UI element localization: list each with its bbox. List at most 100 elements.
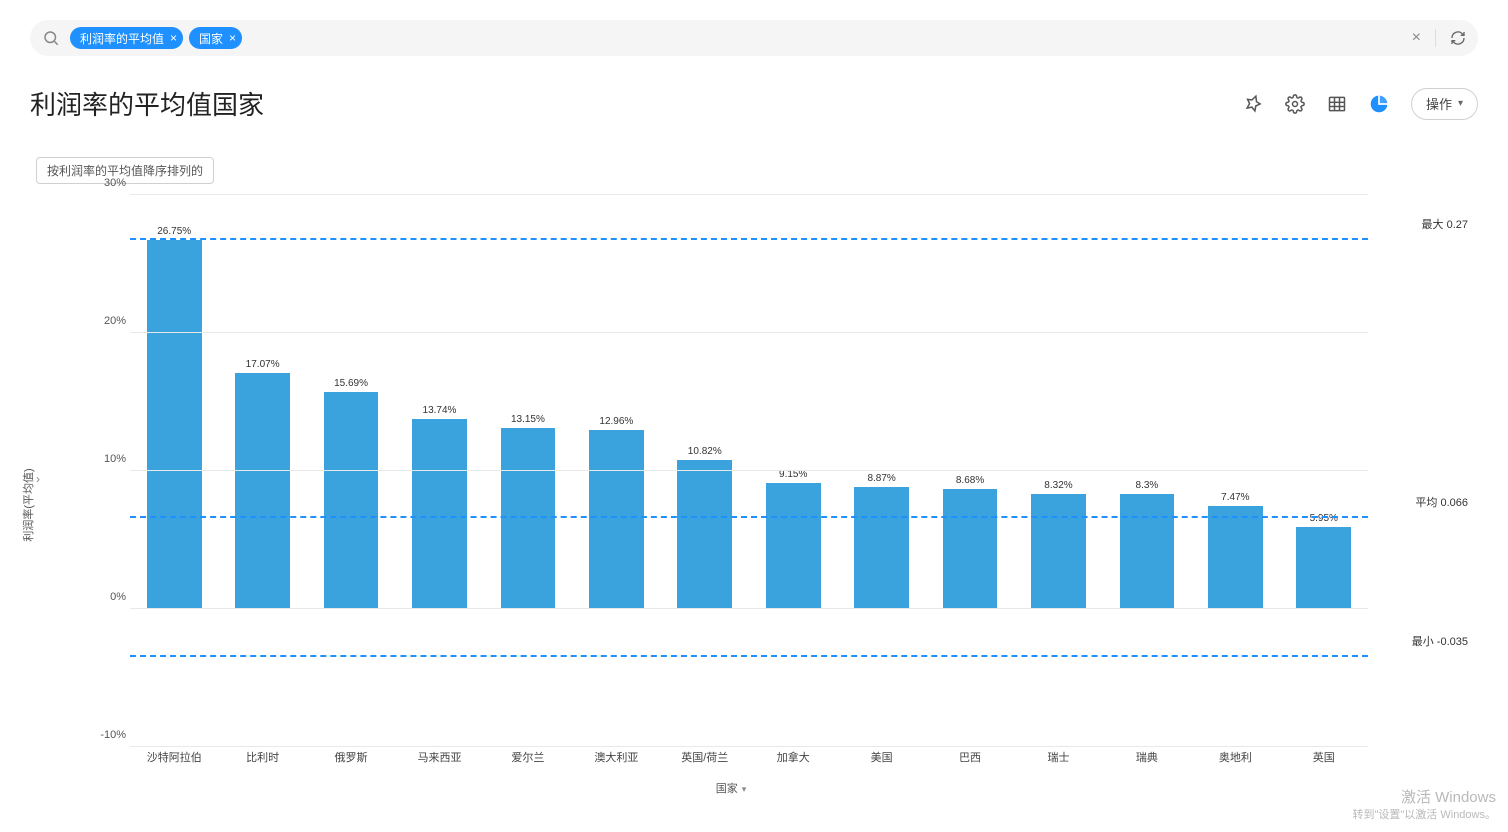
refresh-icon[interactable]	[1450, 30, 1466, 46]
search-pill[interactable]: 国家 ×	[189, 27, 242, 49]
chevron-down-icon: ▾	[1458, 98, 1463, 109]
chart-type-icon[interactable]	[1369, 94, 1389, 114]
y-tick-label: 30%	[100, 177, 126, 189]
x-tick-label: 英国	[1313, 749, 1335, 765]
x-tick-label: 马来西亚	[417, 749, 461, 765]
y-tick-label: -10%	[100, 729, 126, 741]
y-tick-label: 10%	[100, 453, 126, 465]
x-axis-label: 国家	[716, 783, 738, 795]
gridline	[130, 470, 1368, 471]
search-pill-label: 国家	[199, 30, 223, 47]
pill-remove-icon[interactable]: ×	[170, 31, 177, 45]
reference-line-label: 最大 0.27	[1422, 216, 1468, 232]
reference-line	[130, 516, 1368, 518]
bar-slot: 12.96%澳大利亚	[572, 195, 660, 747]
pill-remove-icon[interactable]: ×	[229, 31, 236, 45]
clear-search-icon[interactable]: ×	[1412, 29, 1421, 47]
bar-slot: 17.07%比利时	[218, 195, 306, 747]
bar[interactable]	[1031, 494, 1086, 609]
bar-value-label: 13.74%	[423, 405, 457, 416]
x-tick-label: 比利时	[246, 749, 279, 765]
bar-value-label: 8.68%	[956, 475, 984, 486]
divider	[1435, 29, 1436, 47]
gridline	[130, 608, 1368, 609]
x-tick-label: 美国	[871, 749, 893, 765]
gridline	[130, 746, 1368, 747]
bar[interactable]	[677, 460, 732, 609]
gridline	[130, 332, 1368, 333]
y-axis-label: 利润率(平均值)	[20, 468, 36, 541]
x-tick-label: 俄罗斯	[335, 749, 368, 765]
search-pills: 利润率的平均值 × 国家 ×	[70, 27, 248, 49]
actions-button[interactable]: 操作 ▾	[1411, 88, 1478, 120]
bar[interactable]	[854, 487, 909, 609]
search-pill-label: 利润率的平均值	[80, 30, 164, 47]
pin-icon[interactable]	[1243, 94, 1263, 114]
reference-line-label: 平均 0.066	[1415, 494, 1468, 510]
reference-line	[130, 655, 1368, 657]
gridline	[130, 194, 1368, 195]
bar-slot: 10.82%英国/荷兰	[661, 195, 749, 747]
bar[interactable]	[766, 483, 821, 609]
bar[interactable]	[324, 392, 379, 609]
bar-value-label: 26.75%	[157, 226, 191, 237]
search-bar-right: ×	[1412, 29, 1466, 47]
reference-line-label: 最小 -0.035	[1412, 633, 1468, 649]
bar[interactable]	[147, 240, 202, 609]
bar-value-label: 13.15%	[511, 414, 545, 425]
bar-slot: 15.69%俄罗斯	[307, 195, 395, 747]
bar-value-label: 10.82%	[688, 446, 722, 457]
bar-slot: 8.3%瑞典	[1103, 195, 1191, 747]
x-tick-label: 瑞典	[1136, 749, 1158, 765]
bar-slot: 13.74%马来西亚	[395, 195, 483, 747]
x-tick-label: 巴西	[959, 749, 981, 765]
search-bar[interactable]: 利润率的平均值 × 国家 × ×	[30, 20, 1478, 56]
bars-layer: 26.75%沙特阿拉伯17.07%比利时15.69%俄罗斯13.74%马来西亚1…	[130, 195, 1368, 747]
expand-chevron-icon[interactable]: ›	[36, 472, 40, 486]
bar-value-label: 8.3%	[1136, 480, 1159, 491]
bar-slot: 7.47%奥地利	[1191, 195, 1279, 747]
bar-value-label: 8.32%	[1044, 480, 1072, 491]
x-tick-label: 澳大利亚	[594, 749, 638, 765]
x-tick-label: 爱尔兰	[511, 749, 544, 765]
x-tick-label: 奥地利	[1219, 749, 1252, 765]
bar-slot: 8.68%巴西	[926, 195, 1014, 747]
bar[interactable]	[1208, 506, 1263, 609]
y-tick-label: 0%	[100, 591, 126, 603]
x-tick-label: 英国/荷兰	[681, 749, 728, 765]
x-tick-label: 加拿大	[777, 749, 810, 765]
x-tick-label: 瑞士	[1047, 749, 1069, 765]
plot-area: 26.75%沙特阿拉伯17.07%比利时15.69%俄罗斯13.74%马来西亚1…	[94, 195, 1368, 766]
gear-icon[interactable]	[1285, 94, 1305, 114]
x-axis-label-row[interactable]: 国家 ▾	[94, 780, 1368, 796]
title-row: 利润率的平均值国家 操作 ▾	[30, 85, 1478, 122]
bar[interactable]	[1296, 527, 1351, 609]
y-tick-label: 20%	[100, 315, 126, 327]
page-title: 利润率的平均值国家	[30, 85, 264, 122]
bar-value-label: 15.69%	[334, 378, 368, 389]
bar-slot: 9.15%加拿大	[749, 195, 837, 747]
bar-value-label: 12.96%	[599, 416, 633, 427]
bar-value-label: 7.47%	[1221, 492, 1249, 503]
chart: 利润率(平均值) › 26.75%沙特阿拉伯17.07%比利时15.69%俄罗斯…	[30, 185, 1478, 824]
bar[interactable]	[412, 419, 467, 609]
bar-value-label: 5.95%	[1310, 513, 1338, 524]
bar-slot: 13.15%爱尔兰	[484, 195, 572, 747]
chevron-down-icon: ▾	[742, 784, 747, 794]
bar-slot: 26.75%沙特阿拉伯	[130, 195, 218, 747]
plot-inner: 26.75%沙特阿拉伯17.07%比利时15.69%俄罗斯13.74%马来西亚1…	[130, 195, 1368, 748]
bar[interactable]	[589, 430, 644, 609]
search-pill[interactable]: 利润率的平均值 ×	[70, 27, 183, 49]
table-icon[interactable]	[1327, 94, 1347, 114]
bar-slot: 5.95%英国	[1280, 195, 1368, 747]
bar[interactable]	[1120, 494, 1175, 609]
bar-value-label: 17.07%	[246, 359, 280, 370]
bar-slot: 8.32%瑞士	[1014, 195, 1102, 747]
reference-line	[130, 238, 1368, 240]
bar[interactable]	[501, 428, 556, 609]
title-tools: 操作 ▾	[1243, 88, 1478, 120]
bar[interactable]	[235, 373, 290, 609]
bar[interactable]	[943, 489, 998, 609]
search-icon	[42, 29, 60, 47]
bar-slot: 8.87%美国	[837, 195, 925, 747]
